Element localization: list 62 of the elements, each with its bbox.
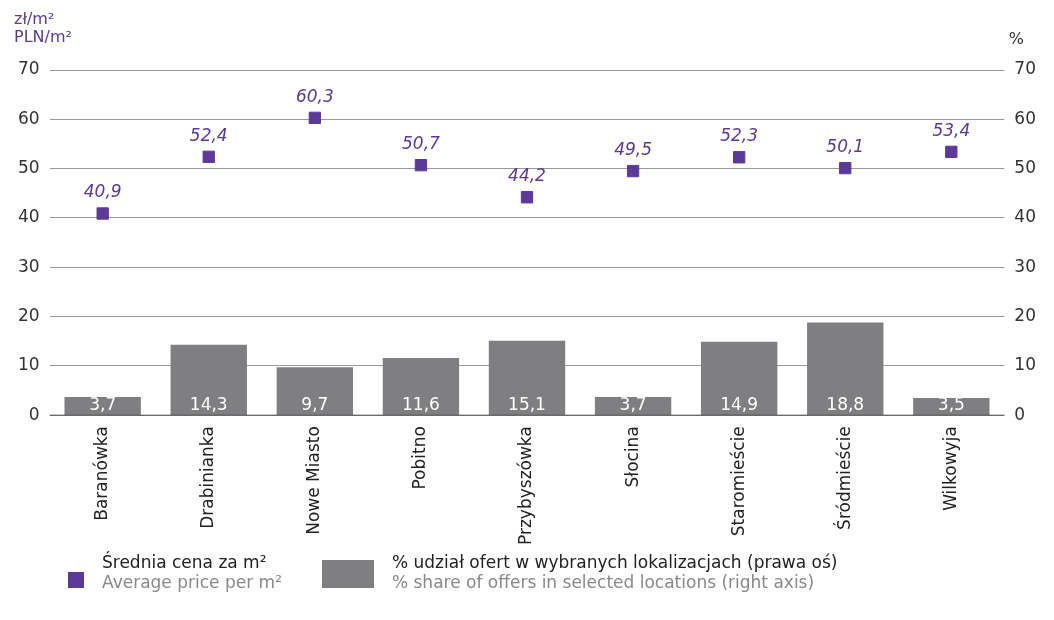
point	[839, 161, 852, 175]
y-tick-label: 20	[17, 304, 40, 325]
point	[520, 191, 534, 204]
point	[733, 151, 746, 164]
y-axis-title: zł/m² PLN/m²	[14, 9, 72, 47]
x-tick-label: Baranówka	[91, 426, 112, 521]
data-label: 9,7	[301, 394, 329, 415]
y-tick-label: 10	[17, 354, 40, 375]
data-label: 40,9	[83, 181, 122, 202]
bar	[382, 357, 460, 416]
y2-tick-label: 10	[1014, 354, 1037, 375]
y2-tick-label: 20	[1014, 304, 1037, 325]
data-label: 14,3	[189, 394, 228, 415]
x-tick-label: Nowe Miasto	[303, 426, 324, 535]
x-tick-label: Wilkowyja	[939, 426, 960, 511]
point	[626, 164, 640, 178]
point	[945, 145, 958, 159]
legend-label: Średnia cena za m² Average price per m²	[102, 552, 282, 592]
legend-label: % udział ofert w wybranych lokalizacjach (prawa oś) % share of offers in selected locations (right axis)	[391, 552, 838, 592]
y2-tick-label: 0	[1014, 403, 1026, 424]
data-label: 11,6	[401, 394, 440, 415]
bar	[276, 367, 354, 416]
bar	[488, 340, 566, 416]
point	[414, 159, 428, 172]
data-label: 14,9	[720, 394, 759, 415]
point	[308, 111, 321, 124]
y-tick-label: 50	[17, 157, 40, 178]
y-tick-label: 60	[17, 107, 40, 128]
y2-tick-label: 40	[1014, 206, 1037, 227]
data-label: 52,3	[720, 125, 759, 146]
bar	[807, 322, 884, 416]
data-label: 3,7	[89, 394, 117, 415]
y-tick-label: 40	[17, 206, 40, 227]
point	[96, 207, 109, 220]
x-tick-label: Śródmieście	[832, 426, 854, 530]
data-label: 18,8	[826, 394, 865, 415]
x-tick-label: Drabinianka	[197, 426, 218, 529]
x-tick-label: Staromieście	[727, 426, 748, 537]
data-label: 50,1	[826, 136, 865, 157]
data-label: 3,7	[619, 394, 647, 415]
data-label: 44,2	[508, 165, 546, 186]
point	[202, 150, 215, 163]
data-label: 49,5	[614, 139, 653, 160]
y-tick-label: 30	[17, 255, 40, 276]
x-tick-label: Przybyszówka	[515, 426, 536, 545]
y-tick-label: 70	[17, 58, 40, 79]
bar	[700, 341, 778, 416]
y2-tick-label: 50	[1014, 157, 1037, 178]
data-label: 52,4	[189, 124, 228, 145]
y2-tick-label: 70	[1014, 58, 1037, 79]
data-label: 50,7	[401, 133, 441, 154]
data-label: 53,4	[932, 119, 971, 140]
y-tick-label: 0	[28, 403, 40, 424]
data-label: 60,3	[295, 85, 334, 106]
x-tick-label: Słocina	[621, 426, 642, 488]
y2-tick-label: 30	[1014, 255, 1037, 276]
bar	[170, 344, 247, 416]
x-tick-label: Pobitno	[409, 426, 430, 490]
bar	[64, 396, 141, 416]
y2-axis-title: %	[1008, 29, 1024, 49]
data-label: 15,1	[508, 394, 546, 415]
y2-tick-label: 60	[1014, 107, 1037, 128]
